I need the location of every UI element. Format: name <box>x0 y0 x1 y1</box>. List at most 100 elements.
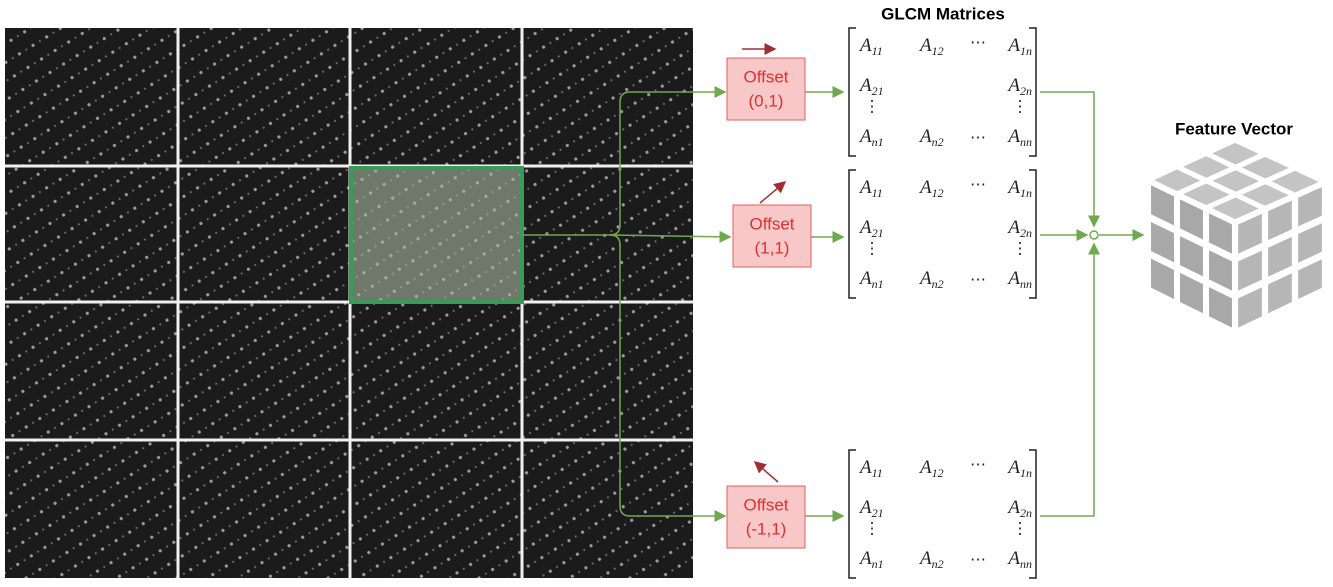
entry-sub: nn <box>1020 277 1032 291</box>
bracket-left <box>849 170 856 298</box>
matrix-symbol: ⋯ <box>970 33 986 52</box>
matrix-entry: A1n <box>1006 177 1032 199</box>
entry-base: A <box>858 497 872 518</box>
matrix-entry: An2 <box>918 268 944 290</box>
cube-tile <box>1268 273 1292 313</box>
matrix-entry: A21 <box>858 75 884 97</box>
matrix-entry: A2n <box>1006 497 1032 519</box>
matrix-entry: An2 <box>918 126 944 148</box>
matrix-entry: A12 <box>918 177 944 199</box>
entry-base: A <box>1006 35 1020 56</box>
matrix-entry: A11 <box>858 457 883 479</box>
entry-sub: 1n <box>1020 466 1032 480</box>
texture-image <box>5 28 693 578</box>
cube-tile <box>1298 259 1322 299</box>
entry-base: A <box>858 177 872 198</box>
offset-label: Offset <box>749 214 794 233</box>
matrix-symbol: ⋮ <box>1012 519 1028 538</box>
bracket-left <box>849 450 856 578</box>
entry-base: A <box>858 217 872 238</box>
offset-label: Offset <box>743 67 788 86</box>
entry-base: A <box>858 75 872 96</box>
matrix-symbol: ⋯ <box>970 270 986 289</box>
cube-tile <box>1180 199 1203 239</box>
cube-tile <box>1209 250 1232 290</box>
entry-sub: 12 <box>932 186 944 200</box>
entry-sub: 12 <box>932 466 944 480</box>
cube-tile <box>1298 187 1322 226</box>
entry-base: A <box>918 457 932 478</box>
cube-tile <box>1212 198 1259 220</box>
matrix-symbol: ⋮ <box>864 239 880 258</box>
matrix-symbol: ⋮ <box>1012 239 1028 258</box>
matrix-entry: Ann <box>1006 126 1032 148</box>
matrix-symbol: ⋯ <box>970 455 986 474</box>
entry-sub: n2 <box>932 557 944 571</box>
offset-value: (0,1) <box>749 91 784 110</box>
entry-sub: nn <box>1020 557 1032 571</box>
cube-tile <box>1183 184 1229 206</box>
entry-base: A <box>1006 75 1020 96</box>
matrix-entry: A2n <box>1006 217 1032 239</box>
matrix-symbol: ⋯ <box>970 128 986 147</box>
cube-tile <box>1238 251 1262 291</box>
bracket-left <box>849 28 856 156</box>
cube-tile <box>1180 273 1203 313</box>
entry-sub: 12 <box>932 44 944 58</box>
entry-base: A <box>858 548 872 569</box>
cube-tile <box>1154 170 1200 192</box>
matrix-entry: A12 <box>918 457 944 479</box>
matrix-entry: A21 <box>858 217 884 239</box>
entry-sub: 11 <box>872 466 883 480</box>
cube-tile <box>1209 213 1232 253</box>
matrix-entry: A1n <box>1006 35 1032 57</box>
entry-base: A <box>918 177 932 198</box>
matrix-symbol: ⋮ <box>864 97 880 116</box>
entry-base: A <box>918 35 932 56</box>
entry-base: A <box>858 457 872 478</box>
entry-base: A <box>858 126 872 147</box>
entry-base: A <box>1006 457 1020 478</box>
entry-sub: 1n <box>1020 44 1032 58</box>
entry-base: A <box>918 126 932 147</box>
entry-sub: n1 <box>872 277 884 291</box>
entry-sub: n1 <box>872 557 884 571</box>
entry-sub: n2 <box>932 135 944 149</box>
feature-cube <box>1151 143 1322 328</box>
cube-tile <box>1268 237 1292 277</box>
entry-sub: 11 <box>872 44 883 58</box>
offset-value: (-1,1) <box>746 519 787 538</box>
entry-sub: n1 <box>872 135 884 149</box>
offset-value: (1,1) <box>755 238 790 257</box>
offset-label: Offset <box>743 495 788 514</box>
entry-base: A <box>1006 497 1020 518</box>
cube-tile <box>1180 236 1203 276</box>
matrix-entry: An2 <box>918 548 944 570</box>
matrix-entry: Ann <box>1006 548 1032 570</box>
cube-tile <box>1151 259 1174 299</box>
entry-base: A <box>918 268 932 289</box>
cube-tile <box>1238 287 1262 327</box>
matrix-symbol: ⋮ <box>1012 97 1028 116</box>
entry-base: A <box>918 548 932 569</box>
entry-sub: n2 <box>932 277 944 291</box>
entry-base: A <box>1006 268 1020 289</box>
matrix-entry: An1 <box>858 126 884 148</box>
entry-sub: 1n <box>1020 186 1032 200</box>
matrix-entry: An1 <box>858 548 884 570</box>
entry-base: A <box>858 35 872 56</box>
cube-tile <box>1151 185 1174 225</box>
entry-base: A <box>1006 177 1020 198</box>
cube-tile <box>1209 287 1232 327</box>
diagram: GLCM Matrices Feature Vector Offset(0,1)… <box>0 0 1333 582</box>
matrix-entry: Ann <box>1006 268 1032 290</box>
entry-sub: 11 <box>872 186 883 200</box>
matrix-entry: A11 <box>858 35 883 57</box>
matrix-entry: A21 <box>858 497 884 519</box>
matrices-title: GLCM Matrices <box>881 4 1005 23</box>
cube-tile <box>1272 171 1319 193</box>
entry-sub: nn <box>1020 135 1032 149</box>
entry-base: A <box>1006 548 1020 569</box>
entry-base: A <box>858 268 872 289</box>
entry-base: A <box>1006 217 1020 238</box>
